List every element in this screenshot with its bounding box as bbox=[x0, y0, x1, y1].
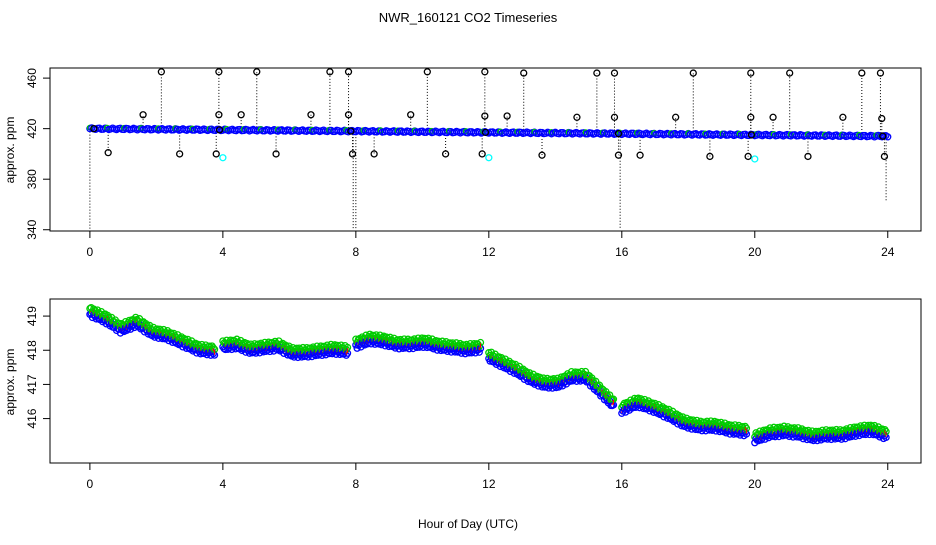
bottom-ytick-label: 417 bbox=[25, 374, 39, 394]
top-boundary-point bbox=[481, 128, 490, 137]
top-cyan-point bbox=[751, 155, 759, 163]
top-baseline-point bbox=[884, 133, 892, 141]
top-spike-point bbox=[407, 111, 415, 119]
top-spike-point bbox=[520, 69, 528, 77]
top-dip-point bbox=[272, 150, 280, 158]
bottom-xtick-label: 24 bbox=[881, 477, 895, 491]
top-boundary-point bbox=[747, 131, 756, 139]
top-dip-point bbox=[348, 150, 357, 158]
top-ytick-label: 420 bbox=[25, 118, 39, 138]
bottom-xtick-label: 0 bbox=[87, 477, 94, 491]
top-spike-point bbox=[157, 68, 166, 76]
top-spike-point bbox=[672, 113, 680, 121]
top-dip-point bbox=[744, 152, 752, 161]
top-spike-point bbox=[786, 69, 794, 77]
top-dip-point bbox=[478, 150, 486, 158]
top-spike-point bbox=[215, 111, 223, 119]
top-xtick-label: 24 bbox=[881, 245, 895, 259]
top-spike-point bbox=[90, 125, 98, 133]
top-boundary-point bbox=[879, 132, 887, 140]
top-dip-point bbox=[370, 150, 378, 158]
top-dip-point bbox=[706, 152, 714, 161]
top-spike-point bbox=[689, 69, 697, 77]
top-spike-point bbox=[237, 111, 245, 119]
top-spike-point bbox=[253, 68, 261, 76]
top-spike-point bbox=[593, 69, 601, 77]
top-boundary-point bbox=[347, 127, 355, 135]
top-dip-point bbox=[804, 152, 812, 161]
top-ylabel: approx. ppm bbox=[3, 117, 17, 184]
top-ytick-label: 380 bbox=[25, 169, 39, 189]
top-spike-point bbox=[481, 112, 489, 120]
top-xtick-label: 16 bbox=[615, 245, 629, 259]
bottom-xtick-label: 20 bbox=[748, 477, 762, 491]
top-spike-point bbox=[573, 113, 581, 121]
bottom-ytick-label: 419 bbox=[25, 306, 39, 326]
top-dip-point bbox=[441, 150, 450, 158]
top-dip-point bbox=[614, 151, 623, 159]
bottom-xtick-label: 16 bbox=[615, 477, 629, 491]
top-ytick-label: 340 bbox=[25, 219, 39, 239]
top-xtick-label: 20 bbox=[748, 245, 762, 259]
bottom-xtick-label: 12 bbox=[482, 477, 496, 491]
bottom-ytick-label: 416 bbox=[25, 408, 39, 428]
x-axis-label: Hour of Day (UTC) bbox=[418, 517, 518, 531]
top-spike-point bbox=[747, 69, 755, 77]
bottom-xtick-label: 4 bbox=[220, 477, 227, 491]
top-dip-point bbox=[212, 150, 220, 158]
top-dip-point bbox=[104, 149, 112, 157]
chart-title: NWR_160121 CO2 Timeseries bbox=[379, 10, 558, 25]
top-spike-point bbox=[423, 68, 431, 76]
top-cyan-point bbox=[219, 154, 227, 162]
top-spike-point bbox=[326, 68, 334, 76]
top-spike-point bbox=[215, 68, 223, 76]
top-spike-point bbox=[858, 69, 866, 77]
top-spike-point bbox=[610, 113, 619, 121]
top-spike-point bbox=[747, 113, 755, 121]
top-spike-point bbox=[769, 113, 777, 121]
top-spike-point bbox=[344, 68, 353, 76]
top-xtick-label: 0 bbox=[87, 245, 94, 259]
top-dip-point bbox=[636, 151, 644, 159]
top-panel: 0 4 8 12 16 20 24 340 380 420 460 approx. ppm bbox=[3, 67, 922, 259]
top-spike-point bbox=[307, 111, 315, 119]
top-spike-point bbox=[344, 111, 353, 119]
bottom-ylabel: approx. ppm bbox=[3, 349, 17, 416]
top-boundary-point bbox=[614, 130, 623, 138]
top-spike-point bbox=[876, 69, 885, 77]
top-cyan-point bbox=[485, 154, 493, 162]
top-dip-point bbox=[538, 151, 546, 159]
top-spike-point bbox=[839, 113, 847, 121]
top-dip-point bbox=[880, 152, 889, 161]
bottom-xtick-label: 8 bbox=[353, 477, 360, 491]
top-spike-point bbox=[610, 69, 619, 77]
top-boundary-point bbox=[215, 126, 224, 134]
top-xtick-label: 4 bbox=[220, 245, 227, 259]
bottom-panel: 0 4 8 12 16 20 24 416 417 418 419 approx. ppm bbox=[3, 298, 922, 491]
bottom-ytick-label: 418 bbox=[25, 340, 39, 360]
top-plot-frame bbox=[49, 67, 922, 232]
top-ytick-label: 460 bbox=[25, 68, 39, 88]
top-spike-point bbox=[481, 68, 489, 76]
top-dip-point bbox=[176, 150, 184, 158]
bottom-plot-frame bbox=[49, 298, 922, 464]
top-spike-point bbox=[503, 112, 511, 120]
top-xtick-label: 12 bbox=[482, 245, 496, 259]
top-spike-point bbox=[139, 111, 147, 119]
top-spike-point bbox=[878, 114, 886, 123]
top-xtick-label: 8 bbox=[353, 245, 360, 259]
